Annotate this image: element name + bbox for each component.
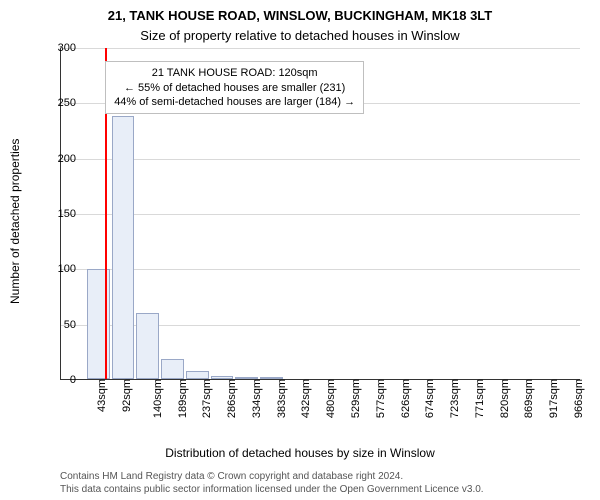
x-tick-label: 820sqm (499, 379, 511, 418)
y-tick-label: 150 (46, 208, 76, 220)
x-tick-label: 917sqm (548, 379, 560, 418)
histogram-bar (260, 377, 283, 379)
plot-area: 43sqm92sqm140sqm189sqm237sqm286sqm334sqm… (60, 48, 580, 380)
x-tick-label: 92sqm (121, 379, 133, 412)
x-tick-label: 626sqm (400, 379, 412, 418)
x-tick-label: 529sqm (350, 379, 362, 418)
x-tick-label: 869sqm (523, 379, 535, 418)
y-tick-label: 0 (46, 374, 76, 386)
gridline (61, 214, 580, 215)
x-tick-label: 723sqm (449, 379, 461, 418)
x-tick-label: 383sqm (276, 379, 288, 418)
y-tick-label: 200 (46, 153, 76, 165)
annotation-line: 44% of semi-detached houses are larger (… (114, 95, 355, 109)
chart-title-sub: Size of property relative to detached ho… (0, 28, 600, 43)
x-tick-label: 334sqm (251, 379, 263, 418)
gridline (61, 159, 580, 160)
histogram-bar (161, 359, 184, 379)
annotation-line: ← 55% of detached houses are smaller (23… (114, 81, 355, 95)
x-tick-label: 577sqm (375, 379, 387, 418)
x-tick-label: 771sqm (474, 379, 486, 418)
x-axis-label: Distribution of detached houses by size … (0, 446, 600, 460)
x-tick-label: 286sqm (226, 379, 238, 418)
annotation-line: 21 TANK HOUSE ROAD: 120sqm (114, 66, 355, 80)
gridline (61, 48, 580, 49)
x-tick-label: 966sqm (573, 379, 585, 418)
footer-line-2: This data contains public sector informa… (60, 484, 596, 497)
x-tick-label: 432sqm (301, 379, 313, 418)
gridline (61, 269, 580, 270)
histogram-bar (112, 116, 135, 379)
x-tick-label: 480sqm (325, 379, 337, 418)
y-axis-label: Number of detached properties (8, 139, 22, 304)
chart-title-main: 21, TANK HOUSE ROAD, WINSLOW, BUCKINGHAM… (0, 8, 600, 23)
x-tick-label: 674sqm (424, 379, 436, 418)
y-tick-label: 100 (46, 263, 76, 275)
x-tick-label: 237sqm (202, 379, 214, 418)
y-tick-label: 300 (46, 42, 76, 54)
annotation-box: 21 TANK HOUSE ROAD: 120sqm← 55% of detac… (105, 61, 364, 114)
histogram-bar (235, 377, 258, 379)
y-tick-label: 50 (46, 319, 76, 331)
x-tick-label: 140sqm (152, 379, 164, 418)
footer-attribution: Contains HM Land Registry data © Crown c… (60, 471, 596, 496)
y-tick-label: 250 (46, 97, 76, 109)
x-tick-label: 43sqm (96, 379, 108, 412)
chart-container: 21, TANK HOUSE ROAD, WINSLOW, BUCKINGHAM… (0, 0, 600, 500)
histogram-bar (186, 371, 209, 379)
footer-line-1: Contains HM Land Registry data © Crown c… (60, 471, 596, 484)
histogram-bar (136, 313, 159, 379)
histogram-bar (211, 376, 234, 379)
x-tick-label: 189sqm (177, 379, 189, 418)
